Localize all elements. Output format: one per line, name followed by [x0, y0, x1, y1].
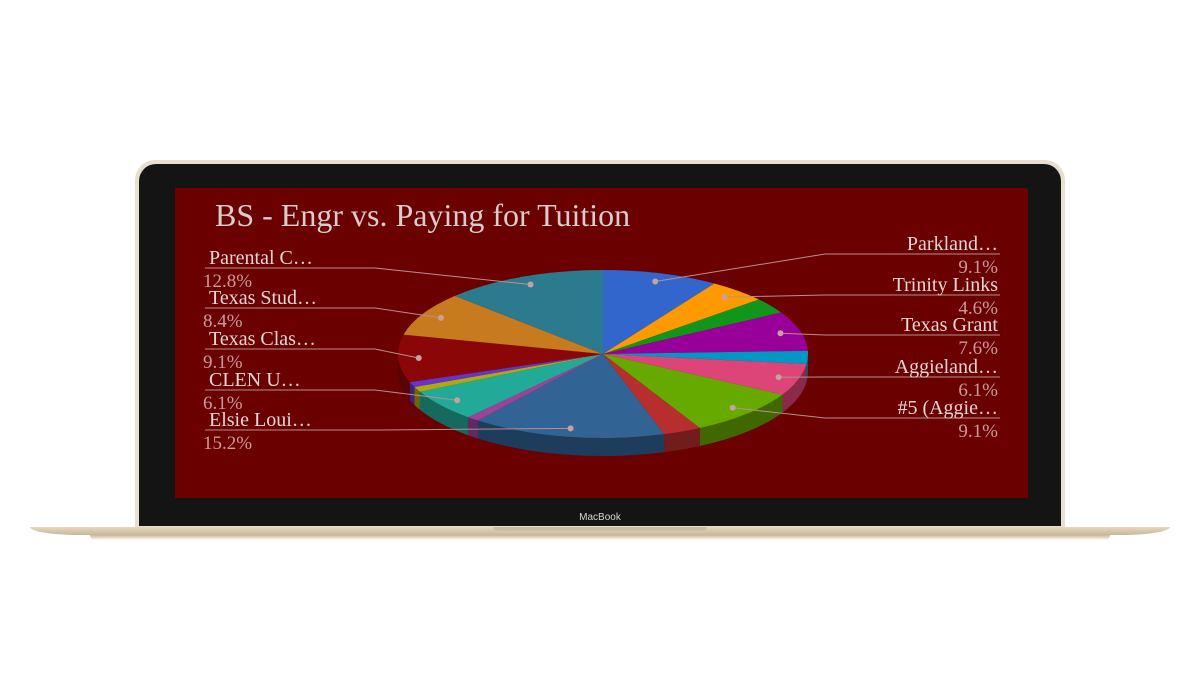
pie-slice-side	[806, 354, 808, 383]
pie-slice-unlabeled-7	[603, 354, 700, 435]
pie-slice-unlabeled-9	[467, 354, 603, 421]
pie-slice-elsie-loui	[477, 354, 665, 438]
leader-dot	[721, 294, 728, 301]
pie-slice-unlabeled-2	[603, 299, 782, 354]
leader-line	[205, 427, 571, 431]
pie-slice-side	[419, 391, 468, 436]
leader-line	[205, 348, 419, 359]
slice-label: Texas Grant	[901, 314, 998, 336]
pie-slice-unlabeled-11	[414, 354, 603, 392]
leader-dot	[652, 278, 659, 285]
pie-slice-parkland	[603, 270, 715, 354]
pie-slice-side	[782, 364, 807, 413]
slice-label: Trinity Links	[893, 274, 999, 296]
leader-line	[205, 389, 458, 401]
leader-line	[655, 253, 1000, 282]
slice-label: Texas Stud…	[209, 287, 317, 309]
chart-title: BS - Engr vs. Paying for Tuition	[215, 197, 630, 233]
leader-dot	[567, 425, 574, 432]
leader-line	[724, 294, 1000, 298]
pie-slice--5-aggie	[603, 354, 783, 429]
pie-slice-texas-grant	[603, 312, 808, 354]
slice-label: #5 (Aggie…	[897, 397, 998, 419]
leader-dot	[729, 404, 736, 411]
slice-percent: 4.6%	[958, 298, 998, 319]
leader-dot	[527, 281, 534, 288]
device-brand-label: MacBook	[579, 512, 621, 523]
slice-percent: 15.2%	[203, 433, 252, 454]
slice-percent: 7.6%	[958, 338, 998, 359]
laptop-base-shadow	[90, 535, 1110, 540]
slice-percent: 6.1%	[203, 393, 243, 414]
leader-line	[780, 332, 1000, 336]
pie-slice-side	[477, 420, 665, 456]
laptop-notch	[493, 527, 707, 531]
pie-slice-side	[664, 428, 700, 453]
slice-percent: 9.1%	[958, 421, 998, 442]
pie-slice-side	[699, 394, 783, 447]
slice-label: Parental C…	[209, 247, 313, 269]
pie-slice-trinity-links	[603, 283, 759, 354]
slice-percent: 9.1%	[958, 257, 998, 278]
pie-slice-texas-stud	[403, 295, 603, 354]
slice-label: Aggieland…	[895, 356, 998, 378]
leader-dot	[415, 355, 422, 362]
leader-dot	[777, 330, 784, 337]
pie-slice-unlabeled-4	[603, 350, 808, 365]
leader-dot	[437, 314, 444, 321]
slice-label: Parkland…	[907, 233, 998, 255]
slice-label: Texas Clas…	[209, 328, 316, 350]
slice-percent: 9.1%	[203, 352, 243, 373]
pie-slice-side	[414, 387, 420, 410]
pie-slice-aggieland	[603, 354, 807, 395]
leader-line	[205, 267, 531, 285]
pie-slice-clen-u	[419, 354, 603, 418]
slice-label: Elsie Loui…	[209, 409, 312, 431]
leader-dot	[775, 374, 782, 381]
pie-slice-parental-c	[454, 270, 603, 354]
pie-slice-side	[467, 417, 478, 439]
leader-line	[732, 407, 1000, 419]
pie-slice-side	[398, 354, 410, 401]
pie-slice-unlabeled-12	[409, 354, 603, 388]
slice-percent: 12.8%	[203, 271, 252, 292]
pie-chart: BS - Engr vs. Paying for Tuition Parklan…	[203, 197, 1000, 456]
pie-group	[398, 270, 808, 456]
laptop-base	[30, 527, 1170, 535]
slice-label: CLEN U…	[209, 369, 301, 391]
laptop-screen: BS - Engr vs. Paying for Tuition Parklan…	[175, 188, 1028, 498]
pie-slice-texas-clas	[398, 334, 603, 383]
slice-percent: 8.4%	[203, 311, 243, 332]
slice-percent: 6.1%	[958, 380, 998, 401]
leader-dot	[454, 397, 461, 404]
leader-line	[205, 307, 442, 319]
pie-slice-side	[409, 382, 415, 406]
